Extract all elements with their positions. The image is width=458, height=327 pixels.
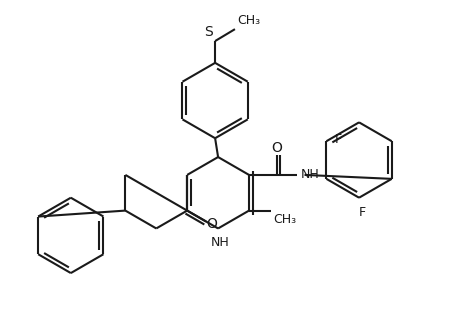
Text: CH₃: CH₃ — [237, 14, 260, 27]
Text: S: S — [204, 25, 213, 39]
Text: CH₃: CH₃ — [273, 213, 296, 226]
Text: O: O — [271, 141, 282, 155]
Text: F: F — [334, 133, 342, 146]
Text: NH: NH — [300, 168, 319, 181]
Text: NH: NH — [211, 236, 229, 250]
Text: O: O — [206, 217, 217, 232]
Text: F: F — [359, 206, 365, 219]
